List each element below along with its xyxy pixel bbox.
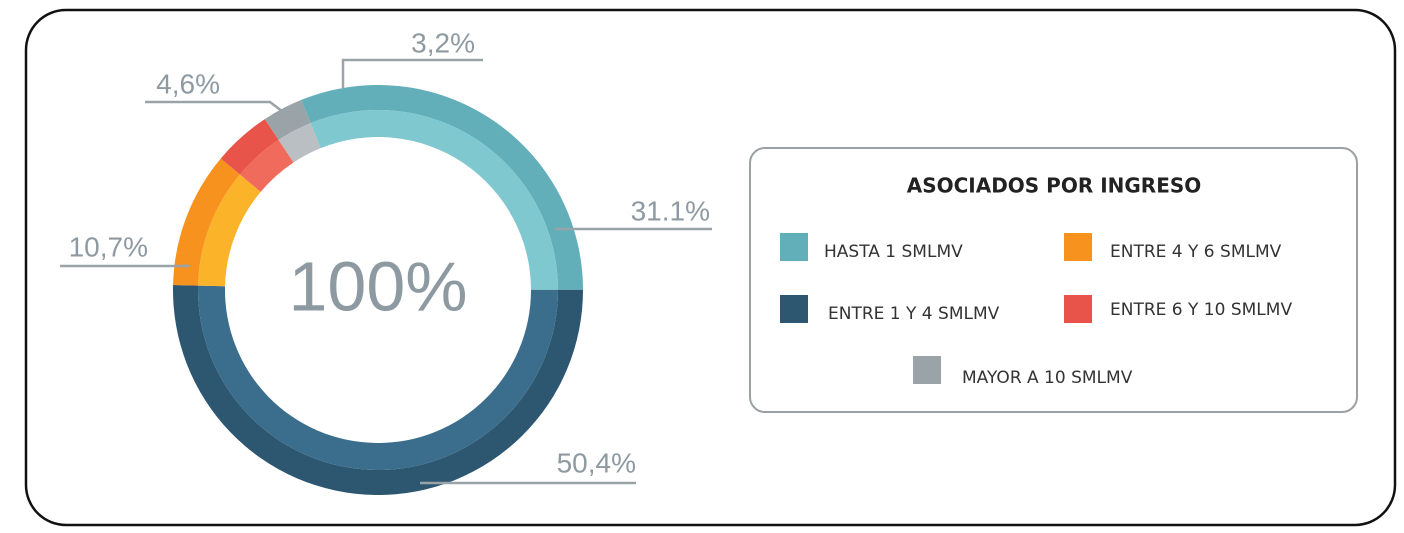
legend-swatch [1064, 295, 1092, 323]
leader-line [145, 100, 301, 126]
legend-label: MAYOR A 10 SMLMV [962, 368, 1133, 388]
legend-box [749, 147, 1358, 413]
legend-label: ENTRE 6 Y 10 SMLMV [1110, 300, 1292, 320]
legend-label: ENTRE 4 Y 6 SMLMV [1110, 242, 1282, 262]
legend-label: ENTRE 1 Y 4 SMLMV [828, 304, 1000, 324]
legend-swatch [780, 295, 808, 323]
slice-outer [220, 119, 279, 175]
legend-title: ASOCIADOS POR INGRESO [907, 174, 1202, 198]
data-label: 10,7% [69, 231, 148, 262]
legend-swatch [1064, 233, 1092, 261]
frame [24, 8, 1397, 527]
donut-slice [264, 99, 321, 163]
leader-line [341, 58, 483, 88]
donut-slice [173, 284, 584, 496]
data-label: 31.1% [631, 195, 710, 226]
data-label: 4,6% [156, 68, 220, 99]
legend-label: HASTA 1 SMLMV [824, 242, 963, 262]
donut-slice [173, 158, 261, 287]
data-label: 50,4% [557, 447, 636, 478]
center-label: 100% [288, 247, 467, 325]
legend-swatch [913, 356, 941, 384]
slice-inner [197, 285, 558, 471]
legend-swatch [780, 233, 808, 261]
slice-inner [310, 110, 558, 290]
slice-inner [198, 174, 261, 287]
slice-outer [301, 85, 583, 290]
data-label: 3,2% [411, 27, 475, 58]
slice-outer [264, 99, 311, 140]
slice-inner [278, 123, 321, 163]
slice-outer [173, 284, 584, 496]
donut-slice [220, 119, 294, 192]
slice-outer [173, 158, 240, 286]
donut-slice [301, 85, 583, 290]
slice-inner [239, 139, 294, 192]
